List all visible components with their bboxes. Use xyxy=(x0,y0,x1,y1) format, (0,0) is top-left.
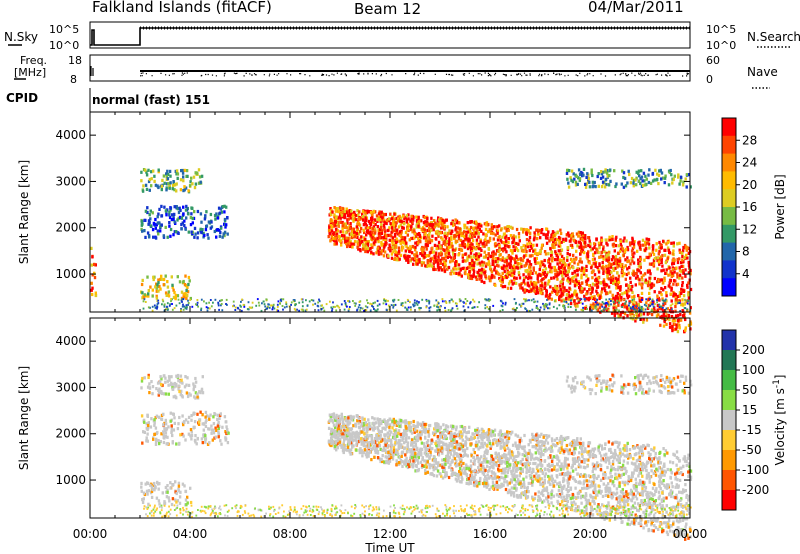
x-tick-label: 16:00 xyxy=(473,527,508,541)
freq-tick-high: 18 xyxy=(68,54,82,67)
colorbar-tick-label: 28 xyxy=(742,133,757,147)
x-tick-label: 20:00 xyxy=(573,527,608,541)
echo-region-morning-band xyxy=(140,168,204,194)
colorbar-frame xyxy=(721,329,737,511)
cpid-value: normal (fast) 151 xyxy=(92,93,210,107)
colorbar-swatch xyxy=(722,490,736,511)
colorbar-swatch xyxy=(722,153,736,172)
colorbar-tick-label: 50 xyxy=(742,383,757,397)
beam-label: Beam 12 xyxy=(354,0,422,18)
y-tick-label: 1000 xyxy=(55,473,86,487)
y-tick-label: 3000 xyxy=(55,174,86,188)
nsearch-label: N.Search xyxy=(747,30,800,44)
y-axis-label: Slant Range [km] xyxy=(17,160,31,264)
x-tick-label: 00:00 xyxy=(73,527,108,541)
colorbar-tick-label: -100 xyxy=(742,463,769,477)
colorbar-tick-label: 100 xyxy=(742,363,765,377)
colorbar-swatch xyxy=(722,370,736,391)
nave-tick-low: 0 xyxy=(706,73,713,86)
colorbar-tick-label: 16 xyxy=(742,200,757,214)
echo-region-main-scatter xyxy=(327,412,693,541)
y-tick-label: 4000 xyxy=(55,334,86,348)
echo-region-main-scatter xyxy=(327,206,693,334)
colorbar-swatch xyxy=(722,350,736,371)
echo-region-low-band xyxy=(140,274,192,301)
colorbar-swatch xyxy=(722,242,736,261)
colorbar-swatch xyxy=(722,189,736,208)
ground-scatter-speckle xyxy=(142,298,692,312)
y-tick-label: 2000 xyxy=(55,221,86,235)
nsearch-tick-low: 10^0 xyxy=(706,39,737,52)
colorbar-swatch xyxy=(722,207,736,226)
y-tick-label: 3000 xyxy=(55,380,86,394)
colorbar-swatch xyxy=(722,278,736,297)
colorbar-swatch xyxy=(722,224,736,244)
colorbar-label: Velocity [m s-1] xyxy=(772,375,787,466)
x-tick-label: 12:00 xyxy=(373,527,408,541)
station-title: Falkland Islands (fitACF) xyxy=(92,0,272,16)
panel-velocity: 1000 2000 3000 4000 Slant Range [km] xyxy=(17,317,693,541)
nsky-panel-frame xyxy=(89,21,691,49)
colorbar-tick-label: 12 xyxy=(742,222,757,236)
y-axis-label: Slant Range [km] xyxy=(17,366,31,470)
colorbar-tick-label: 8 xyxy=(742,245,750,259)
x-tick-label: 04:00 xyxy=(173,527,208,541)
colorbar-swatch xyxy=(722,118,736,137)
colorbar-swatch xyxy=(722,330,736,351)
x-axis-label: Time UT xyxy=(364,541,415,554)
colorbar-tick-label: 15 xyxy=(742,403,757,417)
colorbar-swatch xyxy=(722,450,736,471)
colorbar-tick-label: 20 xyxy=(742,178,757,192)
echo-region-morning-band xyxy=(140,373,205,400)
freq-label-line1: Freq. xyxy=(20,54,48,67)
colorbar-swatch xyxy=(722,410,736,431)
echo-region-late-high-band xyxy=(565,167,692,189)
colorbar-tick-label: 24 xyxy=(742,156,757,170)
nsky-tick-high: 10^5 xyxy=(49,23,80,36)
date-label: 04/Mar/2011 xyxy=(588,0,684,16)
nsearch-tick-high: 10^5 xyxy=(706,23,737,36)
colorbar-tick-label: -200 xyxy=(742,483,769,497)
echo-region-mid-band xyxy=(140,204,229,240)
nave-label: Nave xyxy=(747,65,778,79)
colorbar-tick-label: 4 xyxy=(742,267,750,281)
colorbar-label: Power [dB] xyxy=(773,174,787,239)
panel-power: 1000 2000 3000 4000 Slant Range [km] xyxy=(17,111,693,334)
power-colorbar: 28 24 20 16 12 8 4 Power [dB] xyxy=(721,117,787,297)
x-tick-label: 00:00 xyxy=(673,527,708,541)
colorbar-tick-label: -50 xyxy=(742,443,762,457)
colorbar-swatch xyxy=(722,430,736,451)
nsky-trace xyxy=(90,27,690,46)
colorbar-tick-label: -15 xyxy=(742,423,762,437)
colorbar-swatch xyxy=(722,260,736,279)
nsky-label: N.Sky xyxy=(4,30,39,44)
nsky-tick-low: 10^0 xyxy=(49,39,80,52)
colorbar-tick-label: 200 xyxy=(742,343,765,357)
y-tick-label: 4000 xyxy=(55,128,86,142)
echo-region-late-high-band xyxy=(565,373,693,396)
freq-early-trace xyxy=(90,66,94,76)
y-tick-label: 1000 xyxy=(55,267,86,281)
x-tick-label: 08:00 xyxy=(273,527,308,541)
colorbar-swatch xyxy=(722,171,736,190)
nave-trace xyxy=(140,72,690,77)
freq-panel-frame xyxy=(89,54,691,82)
y-tick-label: 2000 xyxy=(55,427,86,441)
colorbar-swatch xyxy=(722,390,736,411)
echo-region-low-band xyxy=(140,480,193,507)
freq-tick-low: 8 xyxy=(70,73,77,86)
echo-region-near-range-echoes xyxy=(90,246,98,298)
colorbar-swatch xyxy=(722,470,736,491)
velocity-colorbar: 200 100 50 15 -15 -50 -100 -200 Velocity [m s-1] xyxy=(721,329,787,511)
nave-tick-high: 60 xyxy=(706,54,720,67)
cpid-label: CPID xyxy=(6,91,39,105)
freq-label-line2: [MHz] xyxy=(14,66,47,79)
ground-scatter-speckle xyxy=(143,504,692,518)
echo-region-mid-band xyxy=(140,410,230,446)
colorbar-swatch xyxy=(722,135,736,155)
